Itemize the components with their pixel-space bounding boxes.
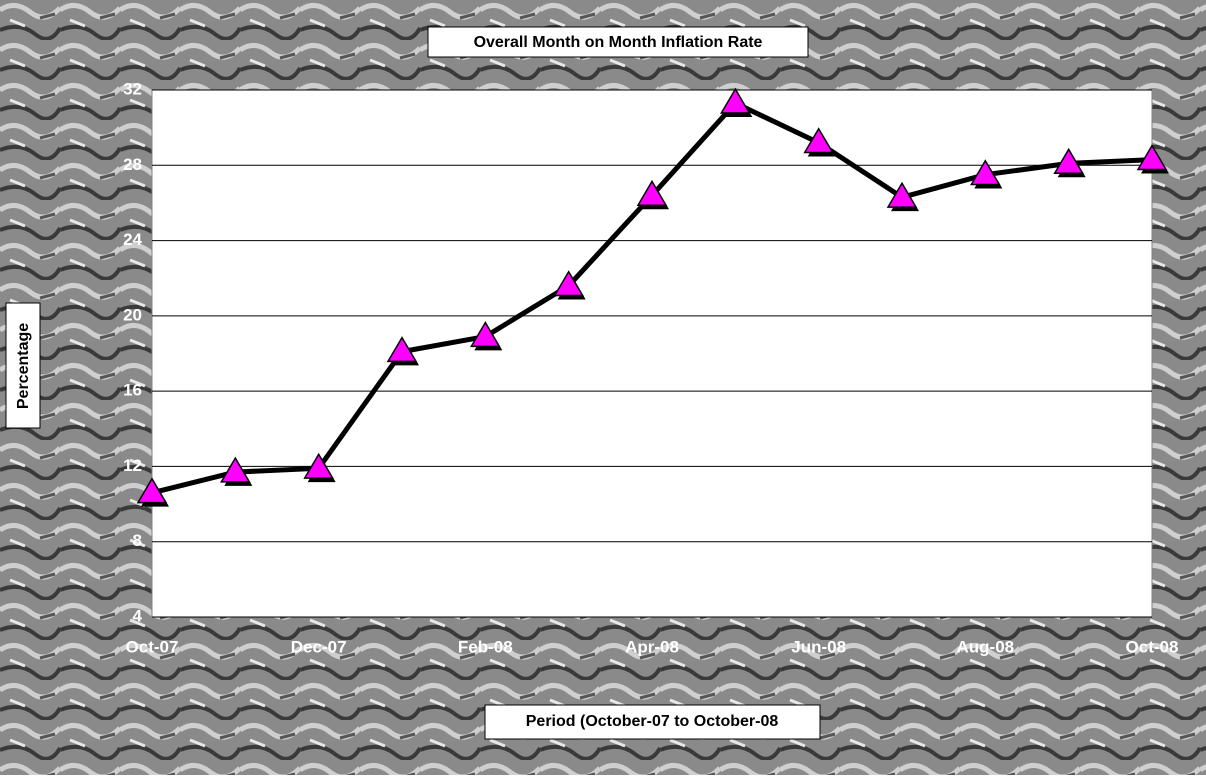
plot-area (151, 89, 1153, 618)
marker (136, 477, 168, 504)
marker (553, 270, 584, 297)
y-tick-label: 8 (133, 531, 142, 550)
y-tick-label: 32 (123, 79, 142, 98)
marker (636, 179, 668, 206)
marker (386, 336, 418, 363)
marker (1053, 147, 1084, 174)
marker (720, 87, 751, 114)
y-tick-label: 16 (123, 381, 142, 400)
y-axis-label: Percentage (15, 323, 32, 409)
x-tick-label: Oct-08 (1126, 637, 1179, 656)
marker (1136, 144, 1168, 171)
title-box (427, 26, 809, 58)
x-tick-label: Dec-07 (291, 637, 347, 656)
y-tick-label: 28 (123, 155, 142, 174)
x-tick-label: Oct-07 (126, 637, 179, 656)
x-tick-label: Jun-08 (791, 637, 846, 656)
chart-title: Overall Month on Month Inflation Rate (474, 34, 763, 51)
marker (970, 159, 1001, 186)
x-tick-label: Apr-08 (625, 637, 679, 656)
x-axis-label: Period (October-07 to October-08 (526, 713, 779, 730)
y-tick-label: 24 (123, 230, 142, 249)
plot-layer: 4 8 12 16 20 24 28 32 Oct-07 Dec-07 Feb-08 Apr-08 Ju… (123, 79, 1178, 656)
marker (803, 127, 834, 154)
marker (470, 321, 501, 348)
marker (303, 452, 334, 479)
y-tick-label: 12 (123, 456, 142, 475)
x-tick-label: Feb-08 (458, 637, 513, 656)
x-tick-label: Aug-08 (957, 637, 1015, 656)
x-label-box (484, 704, 821, 740)
y-tick-label: 4 (133, 606, 143, 625)
y-tick-label: 20 (123, 305, 142, 324)
y-label-box (5, 302, 41, 429)
marker (886, 181, 918, 208)
marker (220, 456, 251, 483)
